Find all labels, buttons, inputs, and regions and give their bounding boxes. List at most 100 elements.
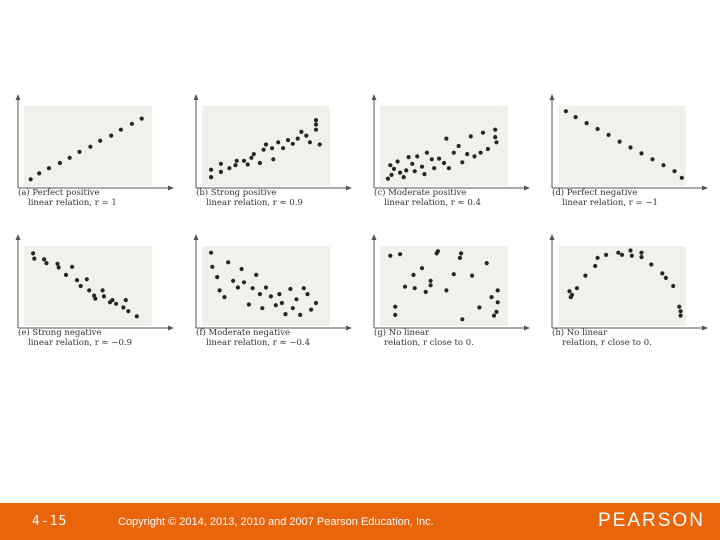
data-point (595, 255, 600, 260)
data-point (288, 286, 293, 292)
y-axis-arrow (15, 94, 21, 100)
data-point (109, 133, 114, 138)
plot-background (558, 246, 686, 326)
data-point (217, 288, 222, 293)
data-point (478, 150, 483, 155)
data-point (285, 138, 291, 143)
data-point (663, 275, 668, 280)
y-axis-arrow (193, 234, 199, 240)
panel-caption: (c) Moderate positive linear relation, r … (374, 188, 519, 208)
x-axis-arrow (702, 185, 708, 191)
panel-caption: (h) No linear relation, r close to 0. (552, 328, 697, 348)
data-point (573, 115, 578, 120)
panel-caption: (d) Perfect negative linear relation, r =… (552, 188, 697, 208)
data-point (261, 147, 266, 152)
data-point (239, 266, 244, 272)
data-point (569, 292, 575, 297)
data-point (215, 275, 220, 280)
scatter-plot (549, 94, 708, 191)
data-point (444, 288, 449, 293)
scatter-panel: (e) Strong negative linear relation, r ≈ … (0, 232, 174, 367)
data-point (563, 109, 568, 114)
data-point (567, 289, 572, 294)
data-point (118, 127, 123, 132)
data-point (465, 152, 470, 157)
data-point (44, 261, 49, 266)
data-point (468, 134, 473, 139)
data-point (629, 253, 634, 258)
data-point (254, 272, 259, 277)
data-point (281, 146, 286, 151)
scatter-panel: (c) Moderate positive linear relation, r … (356, 92, 530, 227)
data-point (584, 121, 589, 126)
data-point (406, 155, 411, 160)
data-point (388, 253, 393, 258)
data-point (114, 301, 119, 306)
data-point (412, 169, 417, 174)
data-point (460, 160, 465, 165)
panel-caption: (f) Moderate negative linear relation, r … (196, 328, 341, 348)
data-point (671, 283, 676, 289)
scatter-panel: (d) Perfect negative linear relation, r =… (534, 92, 708, 227)
data-point (42, 257, 47, 262)
plot-background (24, 106, 152, 186)
data-point (123, 298, 128, 303)
data-point (301, 286, 306, 291)
caption-line-1: (f) Moderate negative (196, 328, 291, 338)
data-point (470, 273, 475, 278)
data-point (639, 151, 644, 156)
data-point (432, 166, 437, 171)
data-point (493, 127, 498, 132)
data-point (218, 169, 223, 174)
data-point (446, 166, 451, 171)
data-point (649, 262, 654, 267)
data-point (595, 126, 600, 132)
data-point (444, 136, 449, 141)
scatter-plot (193, 234, 352, 331)
data-point (494, 140, 499, 145)
data-point (459, 251, 464, 256)
y-axis-arrow (371, 94, 377, 100)
data-point (313, 118, 319, 123)
data-point (457, 255, 462, 260)
y-axis-arrow (15, 234, 21, 240)
data-point (491, 313, 497, 318)
data-point (484, 261, 489, 266)
data-point (98, 138, 103, 143)
caption-line-2: relation, r close to 0. (384, 338, 474, 348)
data-point (234, 158, 239, 163)
caption-line-1: (e) Strong negative (18, 328, 102, 338)
data-point (226, 260, 231, 265)
data-point (299, 129, 304, 134)
data-point (451, 150, 456, 155)
scatter-plot (371, 94, 530, 191)
data-point (441, 160, 447, 166)
plot-background (558, 106, 686, 186)
data-point (428, 283, 433, 288)
data-point (93, 296, 98, 301)
data-point (404, 168, 409, 173)
scatter-plot (15, 234, 174, 331)
data-point (429, 157, 434, 162)
x-axis-arrow (168, 185, 174, 191)
data-point (295, 136, 300, 141)
caption-line-1: (h) No linear (552, 328, 608, 338)
data-point (422, 172, 427, 177)
slide-number: 4-15 (32, 514, 68, 529)
y-axis-arrow (549, 234, 555, 240)
data-point (126, 309, 131, 314)
data-point (398, 170, 403, 175)
data-point (628, 145, 633, 150)
data-point (650, 157, 655, 162)
y-axis-arrow (193, 94, 199, 100)
data-point (389, 172, 394, 177)
data-point (398, 252, 403, 257)
data-point (283, 312, 288, 317)
copyright-text: Copyright © 2014, 2013, 2010 and 2007 Pe… (118, 516, 434, 528)
panel-caption: (b) Strong positive linear relation, r ≈ … (196, 188, 341, 208)
data-point (593, 263, 598, 269)
data-point (639, 255, 644, 260)
data-point (227, 166, 232, 171)
data-point (77, 149, 82, 154)
data-point (235, 285, 240, 290)
